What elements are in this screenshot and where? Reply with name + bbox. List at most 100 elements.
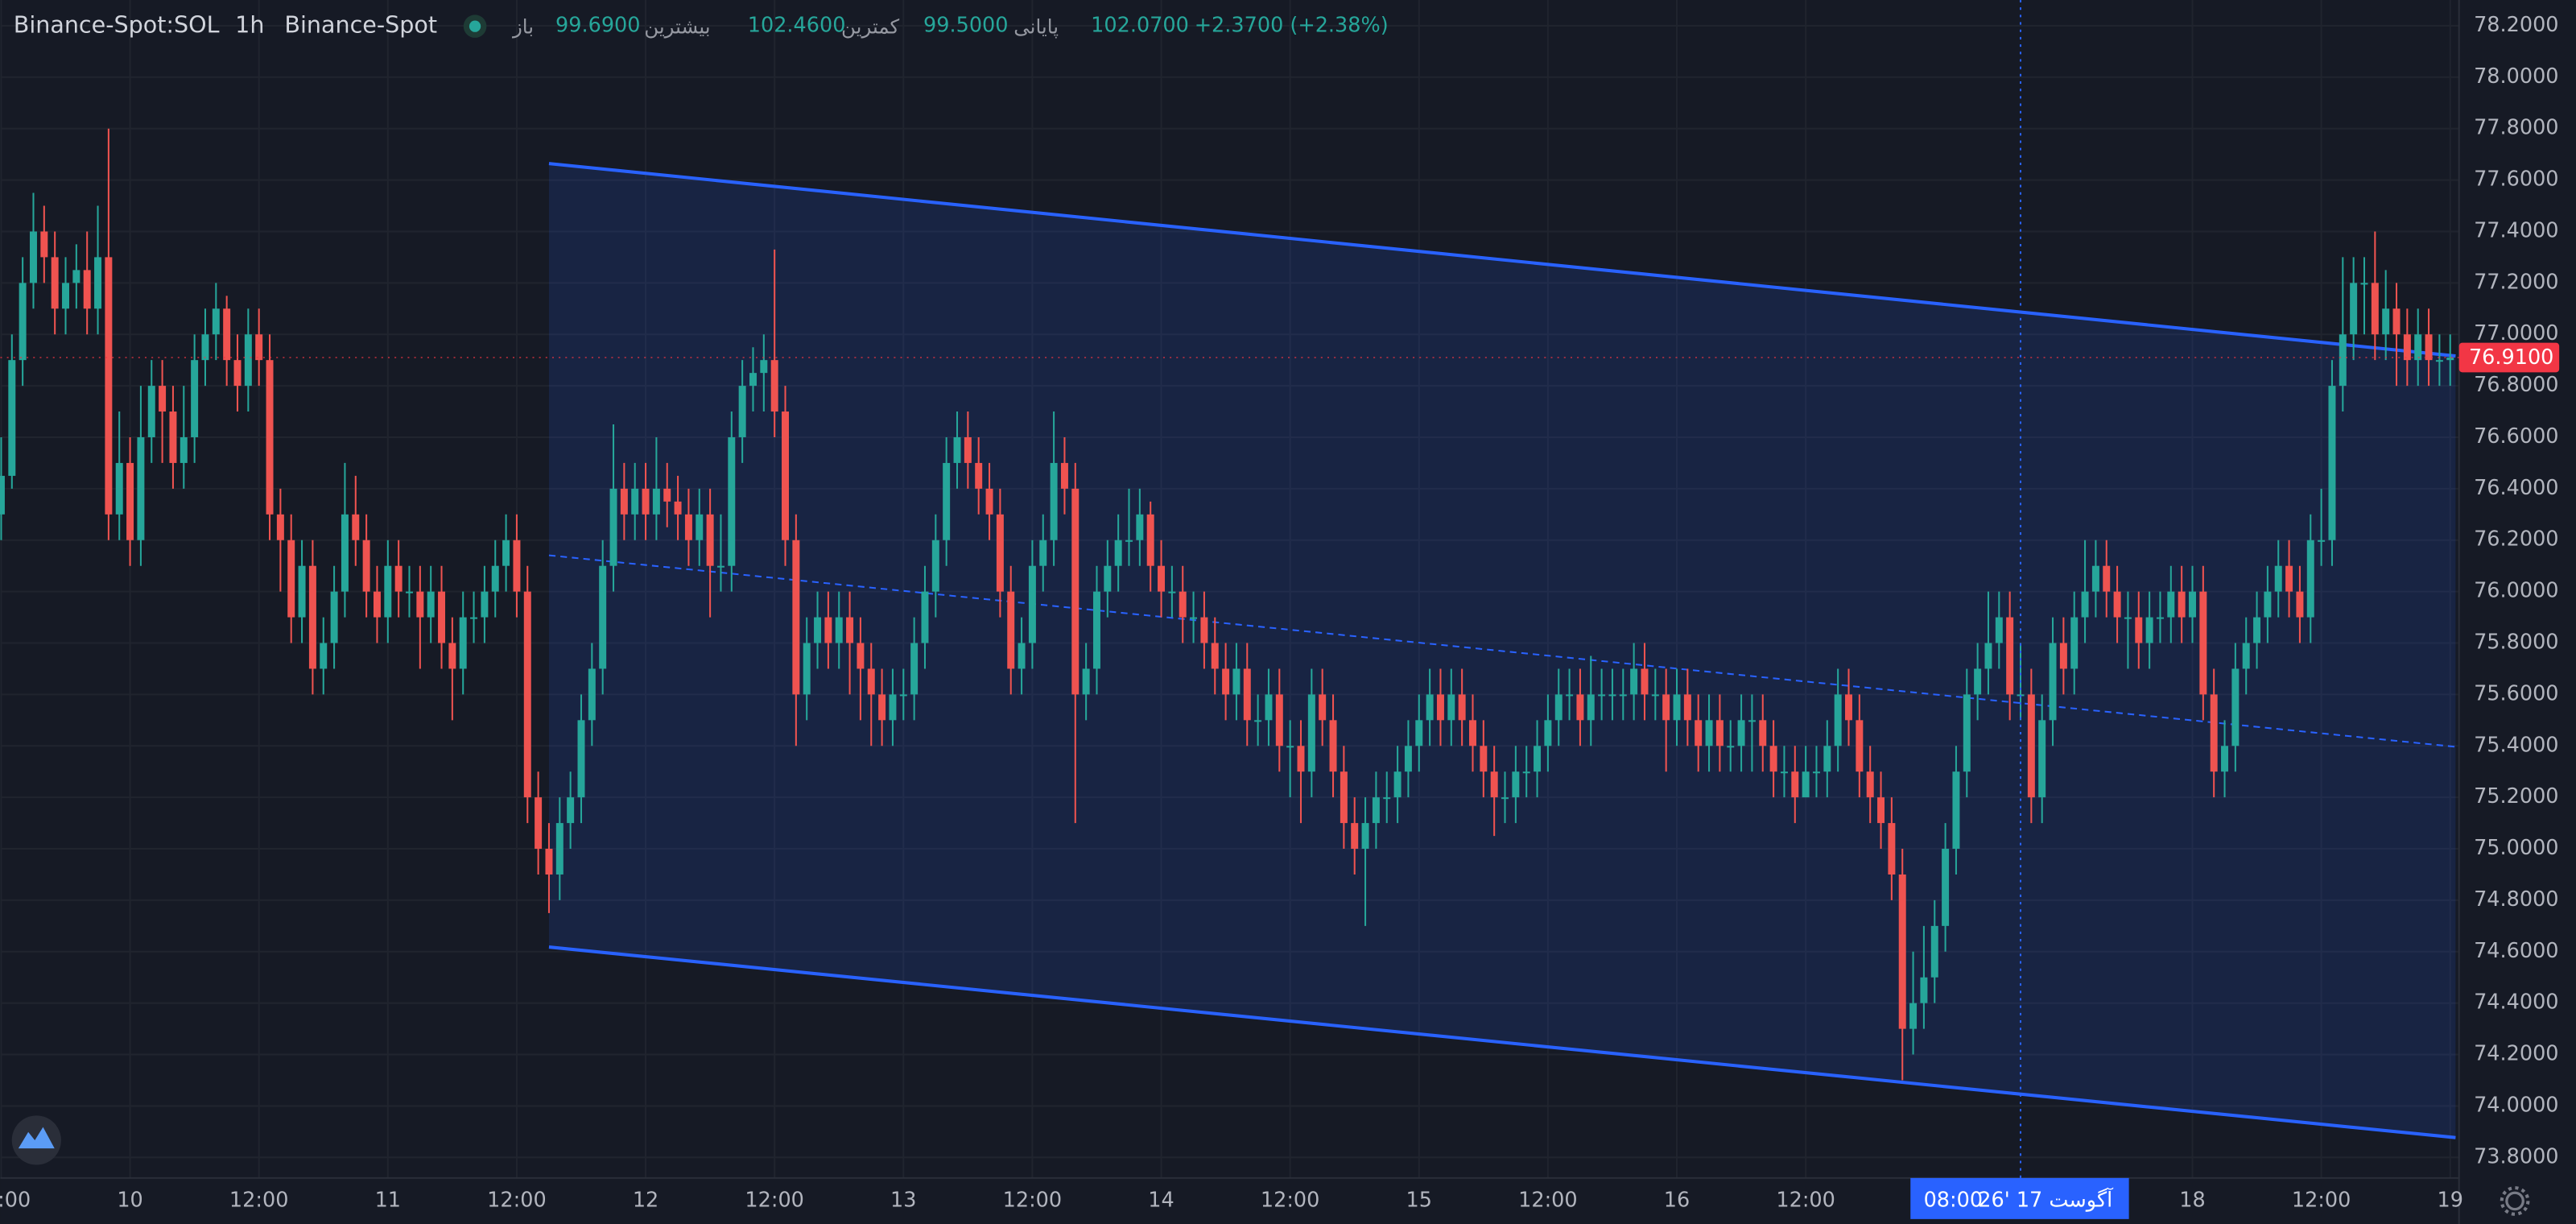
exchange: Binance-Spot [284,11,437,39]
candle-body [19,283,27,361]
candle-body [308,565,316,669]
candle-body [943,462,951,540]
interval[interactable]: 1h [235,11,264,39]
header: Binance-Spot:SOL 1h Binance-Spot باز 99.… [14,11,1389,39]
y-tick-label: 77.0000 [2474,321,2558,345]
candle-body [1544,720,1552,746]
y-tick-label: 74.0000 [2474,1093,2558,1117]
x-tick-label: 12:00 [0,1188,31,1212]
candle-body [1329,720,1337,772]
candle-body [2318,540,2326,542]
candle-body [2425,334,2433,361]
candle-body [51,257,59,309]
candle-body [62,283,69,309]
candle-body [2081,591,2089,618]
candle-body [1222,668,1230,695]
x-tick-label: 12:00 [487,1188,547,1212]
candle-body [577,720,585,798]
channel-upper [548,162,2456,358]
candle-body [620,488,628,515]
x-tick-label: 14 [1148,1188,1174,1212]
y-tick-label: 77.8000 [2474,116,2558,140]
candle-body [2091,565,2099,592]
y-tick-label: 74.2000 [2474,1042,2558,1066]
candle-body [1748,720,1756,722]
candle-body [1007,591,1015,669]
candle-body [1705,720,1713,746]
gear-teeth [2500,1186,2530,1216]
candle-body [212,308,220,335]
candle-body [362,540,370,592]
y-tick-label: 76.6000 [2474,424,2558,449]
candle-body [1715,720,1724,746]
candle-body [2446,357,2454,361]
candle-body [1039,540,1047,566]
ohlc-value: 99.5000 [923,14,1008,38]
candle-body [2027,694,2035,798]
candle-body [1286,746,1294,748]
candle-body [803,643,811,695]
candles [0,128,2454,1081]
candle-body [2382,308,2390,335]
candle-body [244,334,252,387]
candle-body [2124,617,2132,619]
candle-body [975,462,983,489]
settings-button[interactable] [2500,1186,2530,1216]
crosshair-date: 26' آگوست 17 [1978,1187,2114,1212]
candle-body [1447,694,1455,721]
candle-body [1469,720,1476,746]
channel-middle [548,554,2456,748]
candle-body [1158,565,1166,592]
x-tick-label: 13 [890,1188,916,1212]
candle-body [1512,771,1520,798]
candle-body [180,436,188,463]
candle-body [1211,643,1219,669]
candle-body [1480,746,1488,772]
candle-body [1576,694,1584,721]
candle-body [1834,694,1842,746]
candle-body [320,643,328,669]
last-price-label: 76.9100 [2469,345,2553,370]
candle-body [1104,565,1112,592]
candle-body [201,334,209,361]
candle-body [2392,308,2401,335]
candle-body [824,617,832,643]
candle-body [2070,617,2079,669]
candle-body [1393,771,1402,798]
candle-body [2049,643,2057,721]
candle-body [1812,771,1820,774]
candle-body [2306,540,2314,618]
candle-body [555,823,564,875]
candle-body [674,501,682,515]
candle-body [137,436,145,540]
candle-body [760,360,768,374]
candle-body [1319,694,1327,721]
candle-body [663,488,671,502]
y-tick-label: 77.2000 [2474,270,2558,294]
ohlc-value: 102.0700 [1091,14,1189,38]
candle-body [631,488,639,515]
candle-body [985,488,993,515]
gear-icon[interactable] [2505,1191,2524,1211]
candle-body [921,591,929,643]
last-price-tag [2458,342,2560,373]
candle-body [276,514,284,540]
candle-body [1920,977,1928,1003]
candle-body [2274,565,2282,592]
candle-body [105,257,113,515]
logo-mark [18,1127,55,1149]
y-tick-label: 75.0000 [2474,836,2558,860]
candle-body [1823,746,1831,772]
candle-body [1050,462,1058,540]
candle-body [1662,694,1670,721]
x-tick-label: 12:00 [745,1188,804,1212]
candle-body [1888,823,1896,875]
candle-body [470,617,478,619]
logo[interactable] [11,1115,61,1165]
candle-body [2350,283,2358,335]
ohlc-label: کمترین [841,15,899,39]
candle-body [588,668,596,721]
candle-body [1340,771,1348,824]
candle-body [0,475,5,515]
